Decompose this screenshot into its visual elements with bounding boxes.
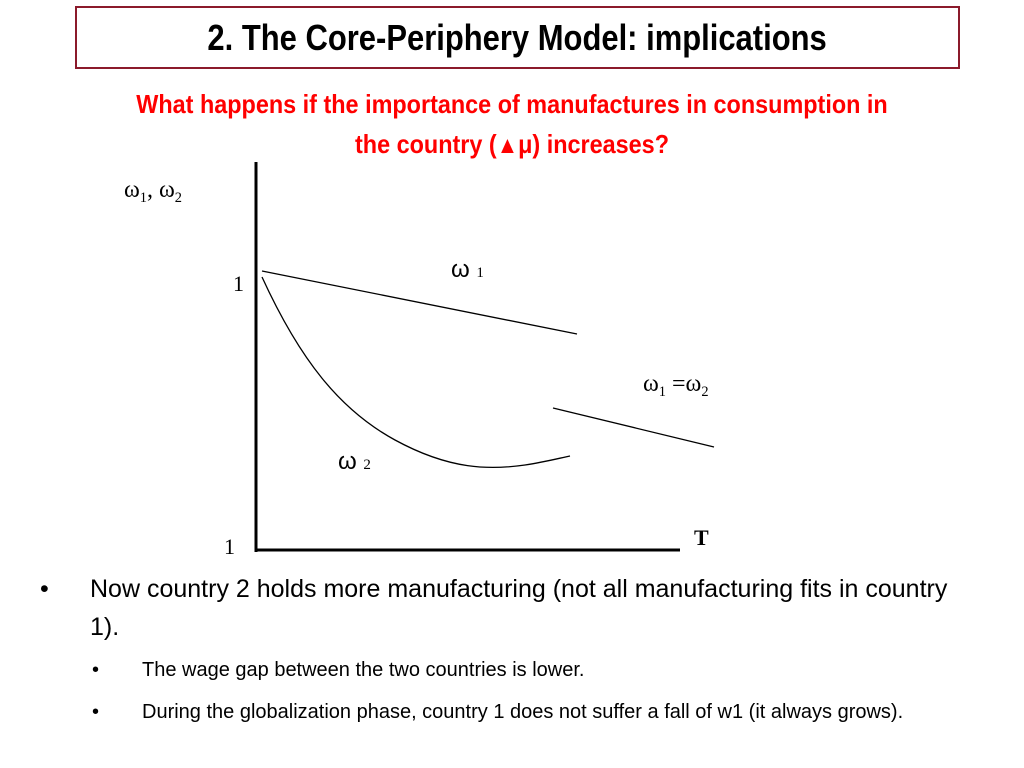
curve-omega-1	[261, 270, 578, 335]
bullet-main-text: Now country 2 holds more manufacturing (…	[90, 575, 948, 641]
tick-label-lower: 1	[224, 534, 235, 559]
subtitle-line-2: the country (▲μ) increases?	[78, 124, 946, 166]
increase-triangle-icon: ▲	[496, 132, 519, 159]
slide-subtitle: What happens if the importance of manufa…	[30, 84, 994, 166]
equal-wage-label: ω1 =ω2	[643, 371, 709, 401]
bullet-marker: •	[92, 701, 100, 723]
subtitle-line-2b: μ) increases?	[518, 129, 669, 159]
bullet-marker: •	[40, 575, 49, 603]
curve-omega-1-label: ω 1	[451, 256, 484, 283]
tick-label-upper: 1	[233, 271, 244, 296]
title-box: 2. The Core-Periphery Model: implication…	[75, 6, 960, 69]
subtitle-line-1: What happens if the importance of manufa…	[136, 89, 888, 119]
x-axis-label: T	[694, 525, 709, 550]
bullet-sub-1-text: The wage gap between the two countries i…	[142, 659, 585, 681]
curve-omega-2	[261, 276, 571, 469]
slide-title: 2. The Core-Periphery Model: implication…	[207, 16, 828, 58]
y-axis-label: ω1, ω2	[124, 177, 182, 207]
curve-omega-equal	[552, 407, 715, 448]
curve-omega-2-label: ω 2	[338, 448, 371, 475]
subtitle-line-2a: the country (	[355, 129, 497, 159]
bullet-sub-2-text: During the globalization phase, country …	[142, 701, 904, 723]
bullet-marker: •	[92, 659, 100, 681]
